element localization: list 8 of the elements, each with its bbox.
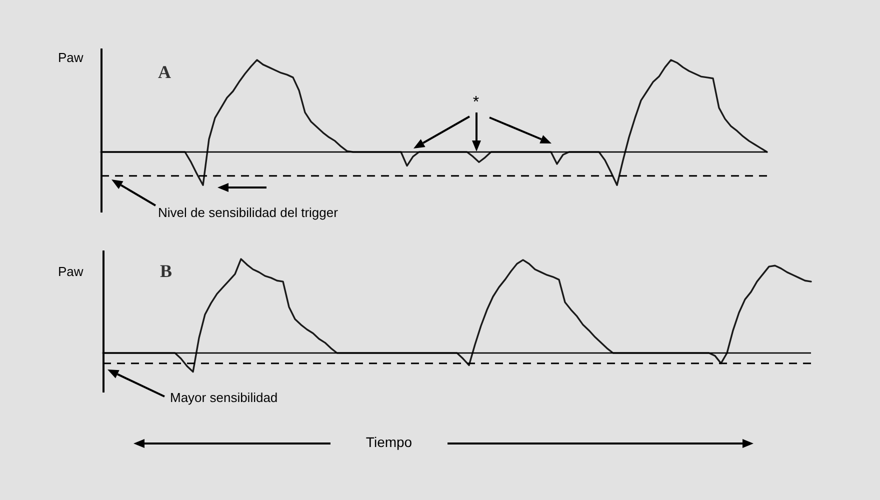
chart-title: B — [160, 261, 172, 281]
y-axis-title: Paw — [58, 50, 84, 65]
ref-line-label: Mayor sensibilidad — [170, 390, 278, 405]
x-axis-title: Tiempo — [366, 434, 412, 450]
chart-title: A — [158, 62, 171, 82]
legend-label: Nivel de sensibilidad del trigger — [158, 205, 339, 220]
y-axis-title: Paw — [58, 264, 84, 279]
annotation: * — [472, 94, 480, 111]
